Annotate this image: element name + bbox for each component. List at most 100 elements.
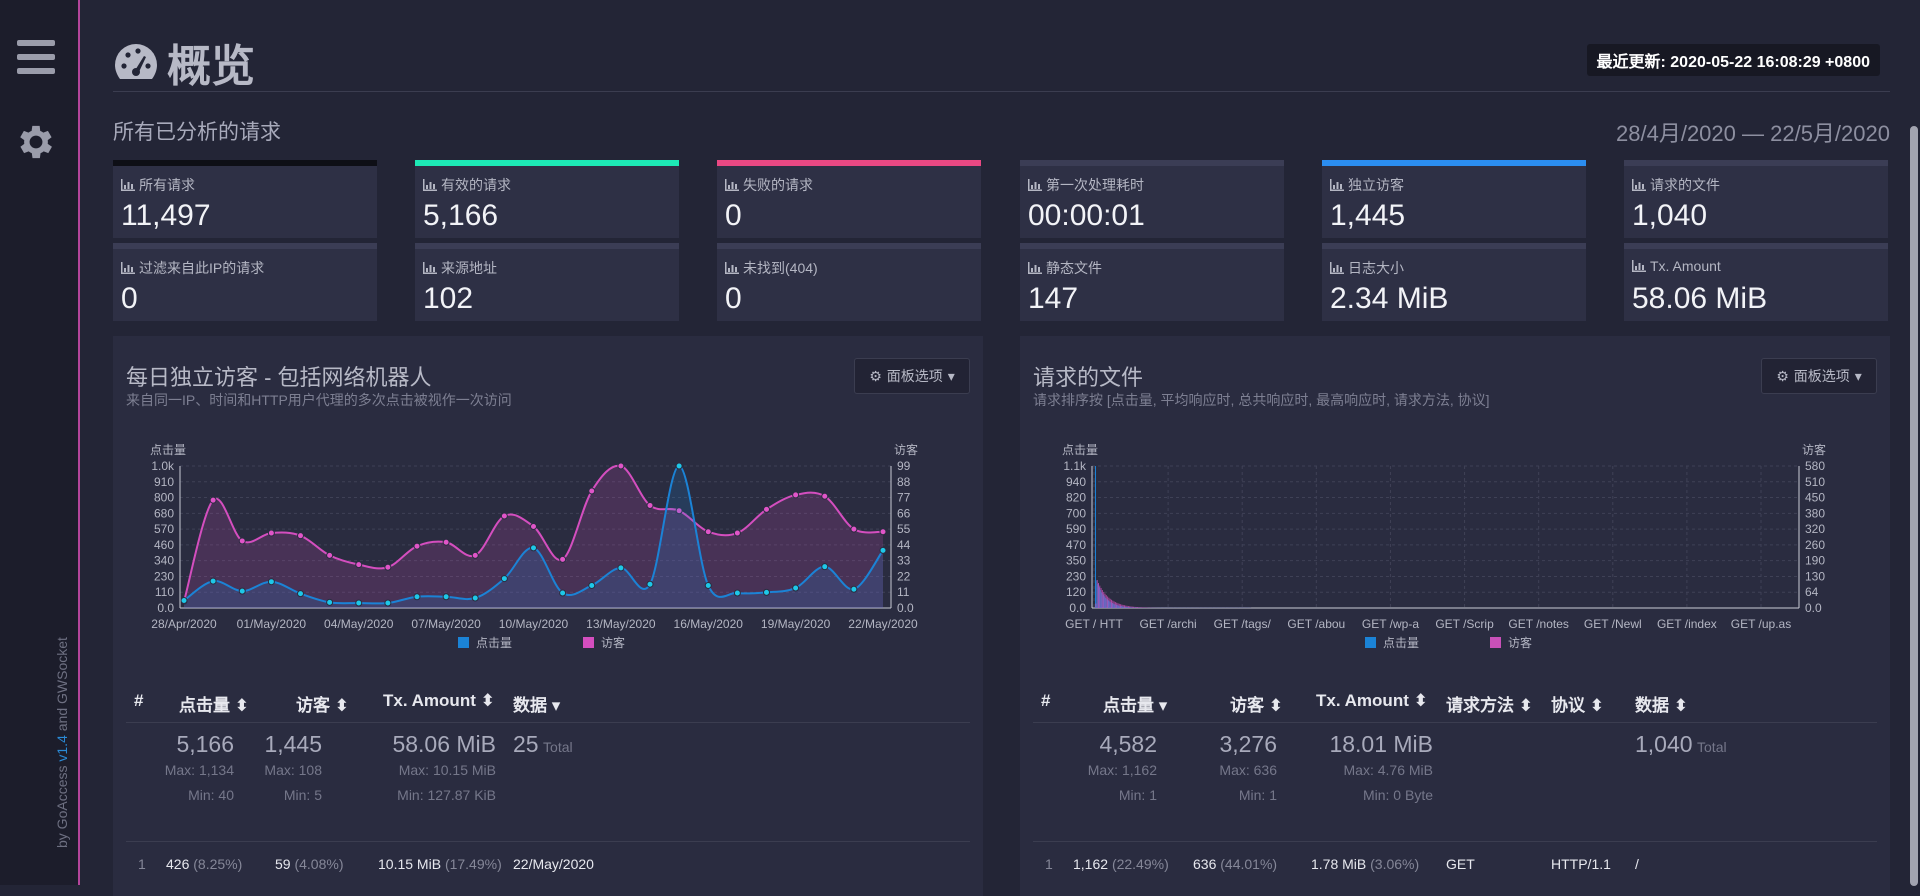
- tick-label: 260: [1805, 538, 1825, 552]
- bar-chart-icon: [121, 262, 135, 274]
- bar-chart-icon: [1632, 179, 1646, 191]
- overview-card: 静态文件 147: [1020, 243, 1284, 321]
- tick-label: 940: [1066, 475, 1086, 489]
- data-point: [560, 590, 566, 596]
- bar: [1137, 607, 1138, 608]
- bar: [1131, 606, 1132, 608]
- data-point: [618, 565, 624, 571]
- col-data[interactable]: 数据 ▾: [513, 691, 560, 716]
- card-value: 147: [1028, 282, 1078, 316]
- bar: [1134, 607, 1135, 608]
- date-range: 28/4月/2020 — 22/5月/2020: [1616, 116, 1890, 148]
- data-point: [327, 552, 333, 558]
- col-visitors[interactable]: 访客 ⬍: [296, 691, 349, 716]
- tick-label: 110: [155, 585, 174, 599]
- x-tick-label: 10/May/2020: [499, 617, 569, 631]
- data-point: [385, 564, 391, 570]
- col-tx[interactable]: Tx. Amount ⬍: [383, 691, 495, 711]
- sort-icon: ⬍: [1590, 696, 1604, 715]
- legend-swatch: [1365, 637, 1376, 648]
- data-point: [589, 488, 595, 494]
- data-point: [356, 562, 362, 568]
- card-value: 00:00:01: [1028, 199, 1145, 233]
- table-row[interactable]: 1 1,162 (22.49%) 636 (44.01%) 1.78 MiB (…: [1033, 841, 1877, 881]
- panel-title: 请求的文件: [1033, 360, 1143, 392]
- y2-axis-label: 访客: [1802, 442, 1826, 457]
- x-tick-label: 28/Apr/2020: [151, 617, 217, 631]
- card-label: Tx. Amount: [1650, 258, 1721, 274]
- sort-icon: ⬍: [1519, 696, 1533, 715]
- sort-icon: ⬍: [481, 691, 495, 710]
- y2-axis-label: 访客: [894, 442, 918, 457]
- data-point: [647, 581, 653, 587]
- last-updated: 最近更新: 2020-05-22 16:08:29 +0800: [1587, 44, 1881, 76]
- x-tick-label: GET /Scrip: [1435, 617, 1494, 631]
- data-point: [705, 529, 711, 535]
- panel-options-button[interactable]: ⚙面板选项▾: [854, 358, 970, 394]
- table-header: # 点击量 ⬍ 访客 ⬍ Tx. Amount ⬍ 数据 ▾: [126, 681, 970, 723]
- data-point: [210, 578, 216, 584]
- col-method[interactable]: 请求方法 ⬍: [1446, 691, 1533, 716]
- bar: [1112, 601, 1113, 608]
- bar: [1105, 594, 1106, 608]
- card-value: 58.06 MiB: [1632, 282, 1767, 316]
- bar: [1140, 607, 1141, 608]
- tick-label: 0.0: [1805, 601, 1822, 615]
- overview-header: 所有已分析的请求 28/4月/2020 — 22/5月/2020: [113, 92, 1890, 160]
- page-title: 概览: [113, 30, 255, 94]
- data-point: [239, 538, 245, 544]
- col-hits[interactable]: 点击量 ⬍: [179, 691, 249, 716]
- tick-label: 350: [1066, 554, 1086, 568]
- gear-icon[interactable]: [14, 120, 58, 164]
- legend-swatch: [458, 637, 469, 648]
- x-tick-label: GET /wp-a: [1362, 617, 1419, 631]
- card-label: 第一次处理耗时: [1046, 175, 1144, 195]
- x-tick-label: 19/May/2020: [761, 617, 831, 631]
- panel-options-button[interactable]: ⚙面板选项▾: [1761, 358, 1877, 394]
- col-number[interactable]: #: [1041, 691, 1050, 711]
- card-label: 过滤来自此IP的请求: [139, 258, 264, 278]
- col-protocol[interactable]: 协议 ⬍: [1551, 691, 1604, 716]
- card-value: 102: [423, 282, 473, 316]
- bar: [1132, 607, 1133, 608]
- bar: [1115, 602, 1116, 608]
- menu-icon[interactable]: [17, 40, 55, 74]
- card-label: 来源地址: [441, 258, 497, 278]
- card-value: 0: [725, 199, 742, 233]
- tick-label: 800: [154, 491, 174, 505]
- tick-label: 0.0: [1069, 601, 1086, 615]
- tick-label: 44: [897, 538, 911, 552]
- col-visitors[interactable]: 访客 ⬍: [1230, 691, 1283, 716]
- panel-subtitle: 来自同一IP、时间和HTTP用户代理的多次点击被视作一次访问: [126, 390, 512, 410]
- bar: [1123, 605, 1124, 608]
- col-number[interactable]: #: [134, 691, 143, 711]
- tick-label: 1.1k: [1063, 459, 1087, 473]
- scrollbar[interactable]: [1910, 126, 1918, 886]
- overview-title: 所有已分析的请求: [113, 116, 281, 146]
- files-panel: 请求的文件 请求排序按 [点击量, 平均响应时, 总共响应时, 最高响应时, 请…: [1020, 336, 1890, 896]
- tick-label: 0.0: [157, 601, 174, 615]
- data-point: [589, 582, 595, 588]
- x-tick-label: 22/May/2020: [848, 617, 918, 631]
- card-label: 静态文件: [1046, 258, 1102, 278]
- bar-chart-icon: [1330, 262, 1344, 274]
- table-row[interactable]: 1 426 (8.25%) 59 (4.08%) 10.15 MiB (17.4…: [126, 841, 970, 881]
- goaccess-link[interactable]: GoAccess: [54, 766, 70, 830]
- tick-label: 190: [1805, 554, 1825, 568]
- tick-label: 570: [154, 522, 174, 536]
- bar-chart-icon: [1330, 179, 1344, 191]
- data-point: [734, 530, 740, 536]
- data-point: [385, 600, 391, 606]
- bar: [1098, 583, 1099, 608]
- col-tx[interactable]: Tx. Amount ⬍: [1316, 691, 1428, 711]
- tick-label: 230: [1066, 569, 1086, 583]
- tick-label: 380: [1805, 506, 1825, 520]
- bar: [1133, 607, 1134, 608]
- caret-down-icon: ▾: [948, 368, 955, 385]
- col-data[interactable]: 数据 ⬍: [1635, 691, 1688, 716]
- gwsocket-link[interactable]: GWSocket: [54, 637, 70, 704]
- col-hits[interactable]: 点击量 ▾: [1103, 691, 1167, 716]
- tick-label: 700: [1066, 506, 1086, 520]
- version-link[interactable]: v1.4: [54, 735, 70, 761]
